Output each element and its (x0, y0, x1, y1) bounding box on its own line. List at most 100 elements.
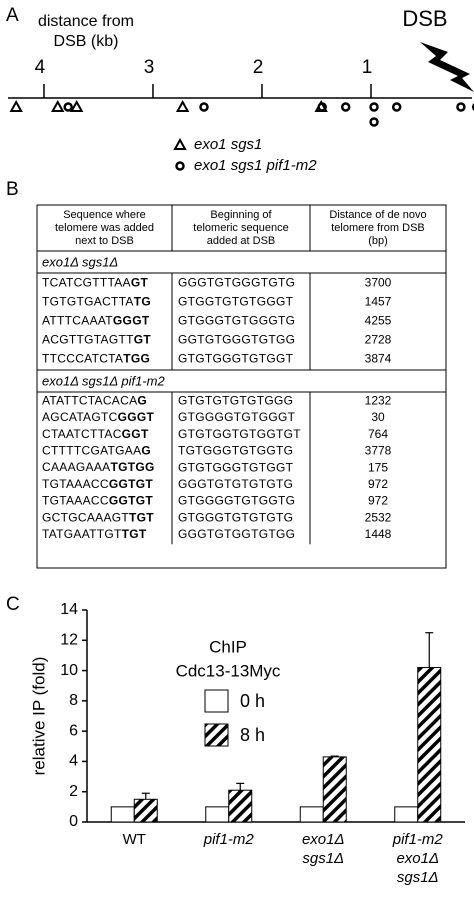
legend-title: Cdc13-13Myc (176, 661, 281, 680)
tick-label: 1 (362, 57, 373, 78)
sequence-part: G (137, 394, 147, 408)
bar (133, 798, 158, 823)
sequence-part: TGTGTGACTTA (42, 295, 134, 309)
sequence-part: ACGTTGTAGTT (42, 333, 134, 347)
telomeric-cell: GGGTGTGTGTGTG (178, 477, 293, 491)
sequence-part: GGTGT (109, 494, 154, 508)
telomeric-cell: GTGTGTGTGTGGG (178, 394, 293, 408)
distance-cell: 2532 (365, 510, 392, 524)
distance-map: 4 3 2 1 exo1 sgs1 exo1 sgs1 pif1-m2 (8, 57, 474, 174)
distance-cell: 1448 (365, 527, 392, 541)
x-tick-label: sgs1Δ (397, 869, 439, 886)
bar (228, 789, 253, 823)
sequence-part: CAAAGAAA (42, 460, 110, 474)
marker (391, 102, 402, 112)
y-tick-label: 10 (60, 662, 78, 679)
distance-cell: 2728 (365, 333, 392, 347)
x-tick-label: WT (123, 831, 146, 848)
sequence-cell: TTCCCATCTATGG (42, 352, 150, 366)
sequence-part: GGTGT (109, 477, 154, 491)
y-tick-label: 0 (69, 813, 78, 830)
legend-title: ChIP (209, 637, 247, 656)
bar (299, 806, 324, 823)
sequence-cell: TATGAATTGTTGT (42, 527, 147, 541)
header-cell: next to DSB (75, 235, 134, 247)
marker (175, 99, 190, 112)
sequence-cell: ATTTCAAATGGGT (42, 314, 150, 328)
distance-cell: 30 (371, 410, 385, 424)
distance-cell: 3874 (365, 352, 392, 366)
sequence-part: GGGT (113, 314, 150, 328)
sequence-part: TGT (129, 510, 154, 524)
legend-swatch (204, 723, 229, 747)
sequence-part: TTCCCATCTA (42, 352, 123, 366)
distance-cell: 4255 (365, 314, 392, 328)
y-tick-label: 4 (69, 753, 78, 770)
x-tick-label: pif1-m2 (392, 831, 444, 848)
telomeric-cell: TGTGGGTGTGGTG (178, 444, 293, 458)
sequence-part: TG (134, 295, 151, 309)
sequence-part: GCTGCAAAGT (42, 510, 129, 524)
marker (199, 102, 209, 112)
sequence-part: TGTGG (110, 460, 154, 474)
axis-title: DSB (kb) (54, 33, 119, 50)
sequence-part: TGTAAACC (42, 494, 109, 508)
panel-label: A (6, 5, 19, 26)
telomeric-cell: GTGGGTGTGGGTG (178, 314, 295, 328)
telomeric-cell: GGGTGTGGTGTGG (178, 527, 295, 541)
distance-cell: 3778 (365, 444, 392, 458)
header-cell: added at DSB (207, 235, 276, 247)
header-cell: Sequence where (63, 209, 146, 221)
x-tick-label: exo1Δ (396, 850, 439, 867)
distance-cell: 1457 (365, 295, 392, 309)
marker (471, 103, 474, 111)
bar-chart: 0 2 4 6 8 10 12 14 relative IP (fold) WT pif1-m2 ex… (29, 601, 465, 886)
sequence-cell: TGTAAACCGGTGT (42, 494, 153, 508)
panel-label: B (6, 179, 19, 200)
distance-cell: 175 (368, 460, 388, 474)
sequence-cell: ATATTCTACACAG (42, 394, 147, 408)
sequence-part: GGT (122, 427, 149, 441)
bar (110, 806, 135, 823)
sequence-part: ATTTCAAAT (42, 314, 113, 328)
sequence-cell: CAAAGAAATGTGG (42, 460, 155, 474)
sequence-cell: TGTGTGACTTATG (42, 295, 151, 309)
x-tick-label: pif1-m2 (203, 831, 255, 848)
legend-label: exo1 sgs1 pif1-m2 (194, 157, 317, 174)
sequence-part: TATGAATTGT (42, 527, 122, 541)
sequence-part: TGG (123, 352, 150, 366)
header-cell: (bp) (368, 235, 388, 247)
sequence-cell: TGTAAACCGGTGT (42, 477, 153, 491)
legend-marker (175, 161, 185, 171)
legend-label: 0 h (240, 691, 265, 711)
sequence-cell: GCTGCAAAGTTGT (42, 510, 154, 524)
header-cell: telomere was added (55, 222, 154, 234)
sequence-part: TGT (122, 527, 147, 541)
telomeric-cell: GTGGGGTGTGGGT (178, 410, 296, 424)
sequence-cell: TCATCGTTTAAGT (42, 276, 148, 290)
y-tick-label: 8 (69, 692, 78, 709)
distance-cell: 3700 (365, 276, 392, 290)
sequence-part: G (141, 444, 151, 458)
sequence-part: CTAATCTTAC (42, 427, 122, 441)
marker (63, 102, 73, 112)
header-cell: telomere from DSB (331, 222, 425, 234)
distance-cell: 972 (368, 494, 388, 508)
group-title: exo1Δ sgs1Δ (42, 254, 118, 269)
y-tick-label: 2 (69, 783, 78, 800)
y-tick-label: 6 (69, 722, 78, 739)
bar (394, 806, 419, 823)
bar (417, 667, 442, 823)
sequence-cell: CTAATCTTACGGT (42, 427, 149, 441)
y-tick-label: 14 (60, 601, 78, 618)
distance-cell: 764 (368, 427, 388, 441)
marker (369, 117, 379, 127)
lightning-icon (420, 42, 474, 92)
table-border (36, 204, 447, 569)
legend-swatch (204, 689, 229, 713)
marker (369, 102, 379, 112)
telomeric-cell: GTGGGGTGTGGTG (178, 494, 295, 508)
